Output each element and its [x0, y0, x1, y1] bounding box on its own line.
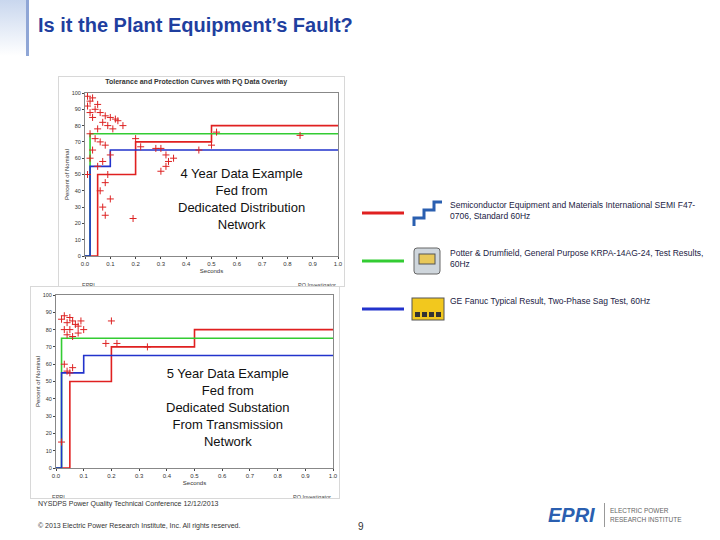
svg-text:0.9: 0.9 [301, 473, 310, 479]
svg-text:Seconds: Seconds [183, 480, 206, 486]
svg-text:80: 80 [75, 123, 81, 129]
svg-text:1.0: 1.0 [334, 261, 343, 267]
svg-text:0.5: 0.5 [190, 473, 199, 479]
svg-text:20: 20 [75, 220, 81, 226]
svg-text:0.2: 0.2 [107, 473, 116, 479]
svg-text:0.6: 0.6 [233, 261, 242, 267]
svg-text:90: 90 [46, 309, 52, 315]
svg-text:100: 100 [43, 292, 52, 298]
svg-text:0.8: 0.8 [273, 473, 282, 479]
svg-text:0: 0 [49, 465, 52, 471]
svg-text:Tolerance and Protection Curve: Tolerance and Protection Curves with PQ … [105, 78, 287, 86]
svg-text:0.7: 0.7 [258, 261, 267, 267]
svg-text:4 Year Data ExampleFed fromDed: 4 Year Data ExampleFed fromDedicated Dis… [178, 166, 305, 232]
svg-text:Percent of Nominal: Percent of Nominal [64, 149, 70, 200]
svg-text:1.0: 1.0 [329, 473, 338, 479]
svg-text:80: 80 [46, 327, 52, 333]
svg-text:10: 10 [75, 237, 81, 243]
html-text:9: 9 [358, 521, 364, 532]
svg-text:Percent of Nominal: Percent of Nominal [35, 356, 41, 407]
svg-text:100: 100 [72, 90, 81, 96]
svg-text:40: 40 [75, 188, 81, 194]
svg-text:0: 0 [78, 253, 81, 259]
html-text:NYSDPS Power Quality Technical: NYSDPS Power Quality Technical Conferenc… [38, 500, 219, 507]
svg-text:60: 60 [75, 155, 81, 161]
svg-text:90: 90 [75, 106, 81, 112]
svg-text:70: 70 [75, 139, 81, 145]
svg-text:EPRI: EPRI [52, 494, 65, 498]
html-text:EPRI: EPRI [548, 504, 595, 526]
svg-text:0.0: 0.0 [52, 473, 61, 479]
svg-text:70: 70 [46, 344, 52, 350]
html-text:GE Fanuc Typical Result, Two-P: GE Fanuc Typical Result, Two-Phase Sag T… [450, 296, 651, 306]
svg-text:40: 40 [46, 396, 52, 402]
svg-text:0.4: 0.4 [163, 473, 172, 479]
svg-text:0.3: 0.3 [157, 261, 166, 267]
svg-text:30: 30 [75, 204, 81, 210]
svg-text:0.7: 0.7 [246, 473, 255, 479]
svg-text:60: 60 [46, 361, 52, 367]
svg-text:20: 20 [46, 430, 52, 436]
html-text:Is it the Plant Equipment’s Fa: Is it the Plant Equipment’s Fault? [38, 14, 353, 36]
svg-text:50: 50 [75, 171, 81, 177]
html-text:ELECTRIC POWER RESEARCH INSTIT: ELECTRIC POWER RESEARCH INSTITUTE [610, 507, 682, 523]
svg-text:0.5: 0.5 [207, 261, 216, 267]
svg-text:30: 30 [46, 413, 52, 419]
html-text:Potter & Drumfield, General Pu: Potter & Drumfield, General Purpose KRPA… [450, 248, 704, 269]
svg-text:5 Year Data ExampleFed fromDed: 5 Year Data ExampleFed fromDedicated Sub… [166, 366, 290, 449]
html-text:Semiconductor Equipment and Ma: Semiconductor Equipment and Materials In… [450, 200, 696, 221]
svg-text:0.8: 0.8 [283, 261, 292, 267]
svg-text:Seconds: Seconds [200, 268, 223, 274]
svg-text:0.1: 0.1 [80, 473, 89, 479]
svg-text:PQ Investigator: PQ Investigator [293, 494, 331, 498]
html-text:© 2013 Electric Power Research: © 2013 Electric Power Research Institute… [38, 522, 241, 529]
svg-text:50: 50 [46, 378, 52, 384]
svg-text:0.0: 0.0 [81, 261, 90, 267]
svg-text:0.1: 0.1 [106, 261, 115, 267]
svg-text:0.2: 0.2 [131, 261, 140, 267]
svg-text:0.9: 0.9 [309, 261, 318, 267]
svg-text:0.3: 0.3 [135, 473, 144, 479]
svg-text:10: 10 [46, 448, 52, 454]
svg-text:0.6: 0.6 [218, 473, 227, 479]
svg-text:0.4: 0.4 [182, 261, 191, 267]
